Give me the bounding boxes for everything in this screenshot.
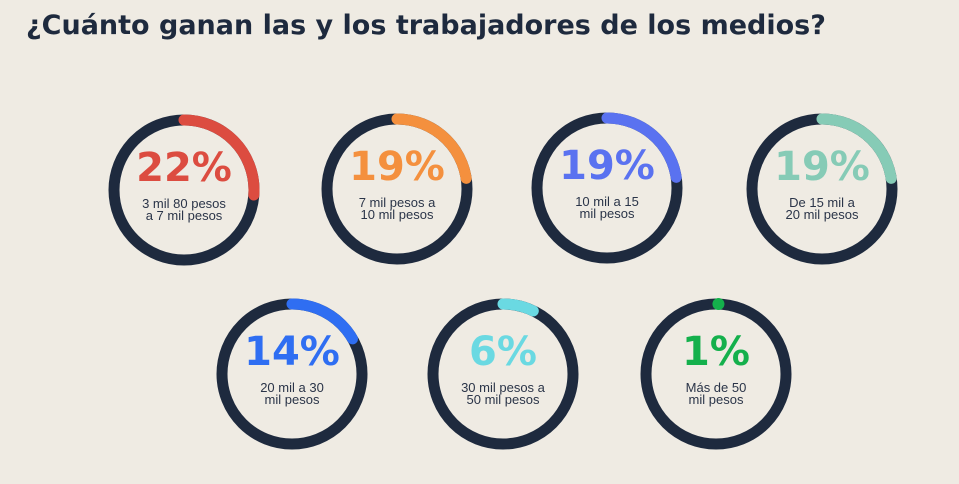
donut-2: 19% 7 mil pesos a 10 mil pesos bbox=[319, 111, 475, 267]
donut-category-label-line: 7 mil pesos a bbox=[358, 195, 436, 210]
donut-category-label: 20 mil a 30 mil pesos bbox=[242, 380, 342, 407]
donut-ring-svg bbox=[427, 298, 579, 450]
donut-category-label-line: 30 mil pesos a bbox=[461, 380, 545, 395]
donut-category-label-line: 20 mil pesos bbox=[785, 207, 859, 222]
donut-ring-svg bbox=[746, 113, 898, 265]
donut-percent-label: 19% bbox=[559, 143, 655, 189]
donut-value-arc bbox=[712, 298, 725, 311]
donut-category-label: 7 mil pesos a 10 mil pesos bbox=[347, 195, 447, 222]
donut-value-arc bbox=[601, 112, 682, 183]
donut-value-arc bbox=[178, 114, 260, 201]
donut-category-label-line: 50 mil pesos bbox=[466, 392, 540, 407]
donut-1: 22% 3 mil 80 pesos a 7 mil pesos bbox=[106, 112, 262, 268]
donut-category-label: Más de 50 mil pesos bbox=[666, 380, 766, 407]
donut-percent-label: 19% bbox=[349, 144, 445, 190]
donut-percent-label: 1% bbox=[682, 329, 750, 375]
donut-ring-svg bbox=[108, 114, 260, 266]
donut-category-label-line: 3 mil 80 pesos bbox=[142, 196, 226, 211]
donut-category-label-line: mil pesos bbox=[688, 392, 744, 407]
donut-category-label: 3 mil 80 pesos a 7 mil pesos bbox=[134, 196, 234, 223]
donut-value-arc bbox=[391, 113, 472, 184]
donut-ring-svg bbox=[531, 112, 683, 264]
donut-category-label-line: mil pesos bbox=[264, 392, 320, 407]
donut-value-arc bbox=[816, 113, 897, 184]
donut-percent-label: 22% bbox=[136, 145, 232, 191]
donut-value-arc bbox=[286, 298, 359, 345]
donut-category-label: De 15 mil a 20 mil pesos bbox=[772, 195, 872, 222]
donut-6: 6% 30 mil pesos a 50 mil pesos bbox=[425, 296, 581, 452]
donut-5: 14% 20 mil a 30 mil pesos bbox=[214, 296, 370, 452]
donut-4: 19% De 15 mil a 20 mil pesos bbox=[744, 111, 900, 267]
donut-percent-label: 19% bbox=[774, 144, 870, 190]
donut-ring-svg bbox=[640, 298, 792, 450]
donut-ring-svg bbox=[321, 113, 473, 265]
donut-category-label-line: a 7 mil pesos bbox=[145, 208, 223, 223]
donut-percent-label: 14% bbox=[244, 329, 340, 375]
donut-ring-svg bbox=[216, 298, 368, 450]
donut-category-label-line: Más de 50 bbox=[685, 380, 747, 395]
donut-category-label-line: 20 mil a 30 bbox=[260, 380, 324, 395]
donut-category-label-line: 10 mil pesos bbox=[360, 207, 434, 222]
donut-3: 19% 10 mil a 15 mil pesos bbox=[529, 110, 685, 266]
donut-7: 1% Más de 50 mil pesos bbox=[638, 296, 794, 452]
donut-category-label: 30 mil pesos a 50 mil pesos bbox=[453, 380, 553, 407]
donut-value-arc bbox=[497, 298, 539, 317]
donut-category-label: 10 mil a 15 mil pesos bbox=[557, 194, 657, 221]
donut-category-label-line: De 15 mil a bbox=[789, 195, 855, 210]
donut-category-label-line: mil pesos bbox=[579, 206, 635, 221]
donut-percent-label: 6% bbox=[469, 329, 537, 375]
page-title: ¿Cuánto ganan las y los trabajadores de … bbox=[26, 10, 826, 41]
donut-category-label-line: 10 mil a 15 bbox=[575, 194, 639, 209]
